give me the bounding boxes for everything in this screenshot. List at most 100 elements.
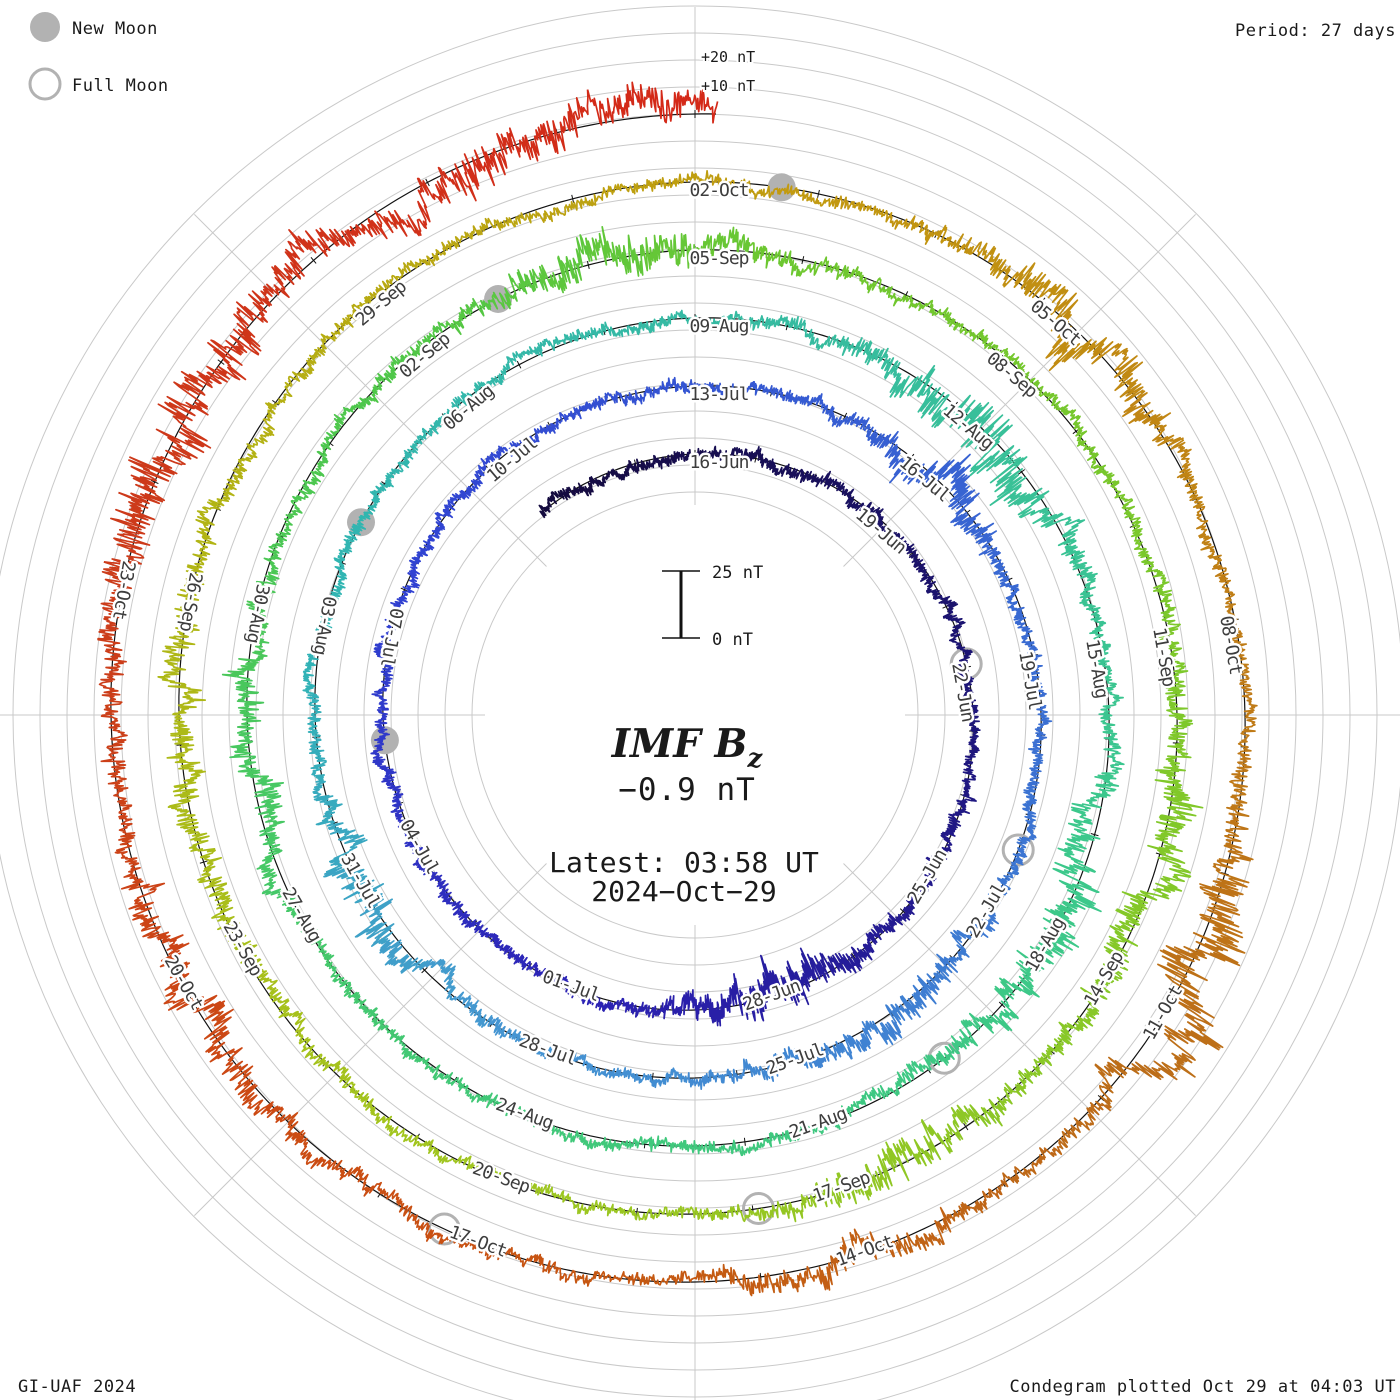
bz-trace-segment — [1022, 786, 1038, 832]
bz-trace-segment — [713, 1203, 774, 1223]
day-tick — [425, 178, 430, 187]
bz-trace-segment — [696, 993, 731, 1027]
bz-trace-segment — [325, 820, 368, 873]
bz-trace-segment — [789, 467, 824, 488]
bz-trace-segment — [902, 884, 929, 918]
bz-trace-segment — [844, 1020, 896, 1053]
bz-trace-segment — [947, 798, 971, 831]
bz-trace-segment — [963, 734, 980, 769]
bz-trace-segment — [333, 522, 367, 567]
bz-trace-segment — [1010, 828, 1037, 869]
bz-trace-segment — [533, 963, 568, 985]
bz-trace-segment — [989, 456, 1050, 507]
bz-trace-segment — [1108, 891, 1149, 947]
day-tick — [963, 1123, 969, 1131]
bz-trace-segment — [1058, 1100, 1112, 1150]
bz-trace-segment — [1094, 1056, 1178, 1109]
bz-trace-segment — [408, 534, 437, 567]
bz-trace-segment — [859, 417, 899, 458]
bz-trace-segment — [958, 672, 977, 704]
bz-trace-segment — [344, 209, 422, 247]
bz-trace-segment — [1098, 672, 1124, 721]
bz-trace-segment — [306, 693, 322, 739]
bz-trace-segment — [1079, 577, 1107, 626]
bz-trace-segment — [233, 940, 278, 991]
bz-trace-segment — [155, 370, 213, 454]
bz-trace-segment — [660, 89, 719, 124]
bz-trace-segment — [1157, 623, 1189, 681]
bz-trace-segment — [1122, 392, 1186, 450]
bz-trace-segment — [313, 607, 334, 651]
bz-trace-segment — [433, 1149, 494, 1176]
bz-trace-segment — [445, 297, 494, 336]
bz-trace-segment — [118, 441, 198, 505]
bz-trace-segment — [987, 865, 1020, 905]
bz-trace-segment — [686, 1068, 730, 1091]
bz-trace-segment — [949, 1179, 1009, 1222]
bz-trace-segment — [617, 458, 648, 481]
bz-trace-segment — [1021, 630, 1043, 672]
bz-trace-segment — [602, 1066, 647, 1084]
bz-trace-segment — [298, 1037, 350, 1083]
bz-trace-segment — [421, 228, 475, 267]
radial-spokes — [0, 7, 1400, 1400]
bz-trace-segment — [399, 1034, 441, 1080]
bz-trace-segment — [381, 776, 404, 813]
bz-trace-segment — [889, 215, 952, 245]
bz-trace-segment — [98, 561, 133, 633]
date-label: 13-Jul — [689, 384, 748, 405]
bz-trace-segment — [645, 451, 676, 470]
bz-trace-segment — [703, 445, 737, 464]
new-moon-legend-label: New Moon — [72, 19, 158, 39]
day-tick — [651, 1072, 654, 1081]
bz-trace-segment — [685, 314, 733, 332]
grid-circle — [0, 5, 1400, 1400]
bz-trace-segment — [572, 1130, 625, 1152]
period-label: Period: 27 days — [1235, 21, 1396, 41]
bz-trace-segment — [1211, 564, 1238, 629]
bz-trace-segment — [948, 483, 981, 535]
bz-trace-segment — [771, 1182, 829, 1223]
bz-trace-segment — [850, 928, 882, 969]
bz-trace-segment — [599, 1203, 658, 1221]
bz-trace-segment — [166, 716, 206, 776]
bz-trace-segment — [1057, 533, 1098, 581]
bz-trace-segment — [798, 256, 859, 281]
day-tick — [400, 587, 409, 592]
day-tick — [247, 635, 256, 639]
bz-trace-segment — [527, 1114, 575, 1143]
bz-trace-segment — [948, 318, 1000, 354]
radial-spoke — [843, 214, 1196, 567]
outer-scale-plus20: +20 nT — [701, 48, 755, 66]
bz-trace-segment — [398, 563, 421, 603]
bz-trace-segment — [1192, 877, 1248, 954]
bz-trace-segment — [645, 1067, 688, 1089]
bz-trace-segment — [159, 956, 226, 1014]
bz-trace-segment — [114, 831, 166, 902]
bz-trace-segment — [674, 1139, 725, 1155]
bz-trace-segment — [312, 779, 343, 826]
bz-trace-segment — [696, 226, 752, 263]
bz-trace-segment — [642, 233, 698, 272]
bz-trace-segment — [649, 169, 713, 192]
bz-trace-segment — [128, 899, 190, 962]
bz-trace-segment — [891, 1206, 952, 1257]
bz-trace-segment — [307, 431, 334, 486]
bz-trace-segment — [1090, 341, 1146, 402]
bz-trace-segment — [994, 347, 1040, 390]
day-tick — [199, 860, 208, 864]
day-tick — [272, 399, 280, 406]
reference-spiral — [110, 113, 1246, 1283]
bz-trace-segment — [862, 340, 902, 398]
bz-trace-segment — [233, 265, 295, 328]
bz-trace-segment — [326, 292, 374, 342]
bz-trace-segment — [818, 952, 861, 978]
bz-trace-segment — [1154, 787, 1204, 848]
bz-trace-segment — [176, 539, 211, 601]
bz-trace-segment — [385, 1115, 439, 1155]
radial-spoke — [843, 863, 1196, 1216]
bz-trace-segment — [1002, 262, 1069, 304]
bz-trace-segment — [269, 987, 306, 1044]
